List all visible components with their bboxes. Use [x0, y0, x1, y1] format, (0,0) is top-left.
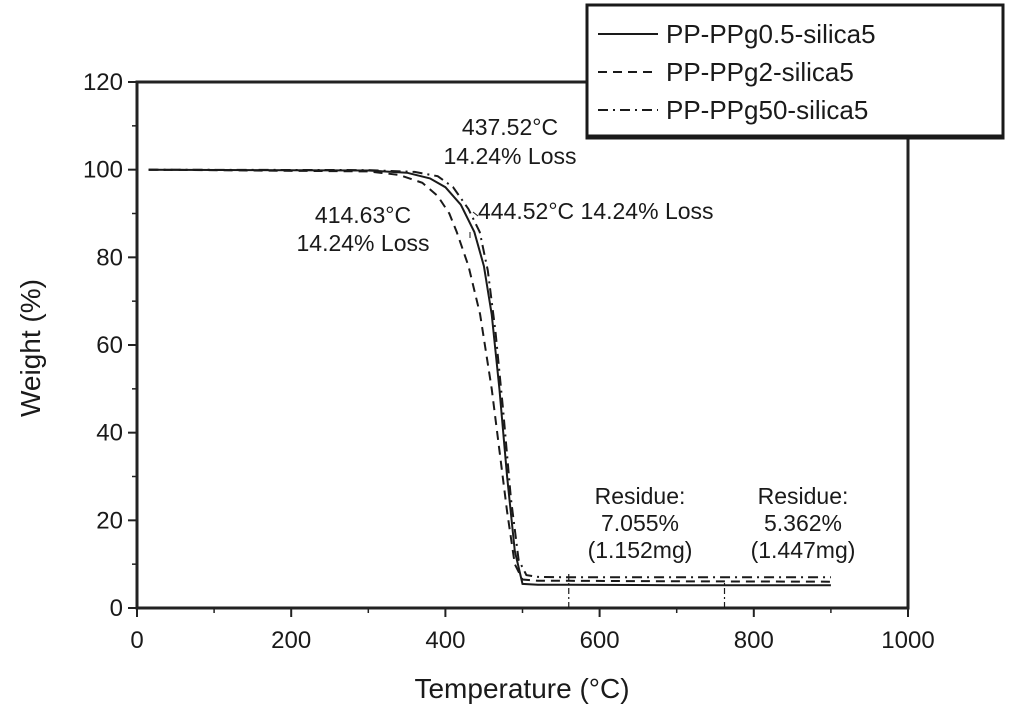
y-tick-label: 0	[110, 595, 123, 622]
y-tick-label: 80	[96, 244, 123, 271]
annotation-line: (1.447mg)	[751, 537, 856, 563]
annotation-line: 14.24% Loss	[444, 143, 577, 169]
annotation-res2: Residue:5.362%(1.447mg)	[751, 483, 856, 563]
annotation-line: Residue:	[595, 483, 686, 509]
annotations: 437.52°C 14.24% Loss 444.52°C 14.24% Loss 4…	[297, 114, 856, 563]
x-tick-label: 800	[734, 627, 774, 654]
y-tick-label: 40	[96, 420, 123, 447]
annotation-line: Residue:	[758, 483, 849, 509]
y-tick-label: 100	[83, 157, 123, 184]
annotation-line: 437.52°C	[462, 114, 558, 140]
y-tick-label: 120	[83, 69, 123, 96]
legend: PP-PPg0.5-silica5 PP-PPg2-silica5 PP-PPg50…	[587, 5, 1003, 138]
annotation-line: 14.24% Loss	[297, 230, 430, 256]
x-tick-label: 400	[425, 627, 465, 654]
series-line-2	[149, 170, 831, 582]
series-group	[149, 170, 831, 586]
x-tick-label: 600	[580, 627, 620, 654]
annotation-a414: 414.63°C14.24% Loss	[297, 202, 430, 256]
x-tick-label: 200	[271, 627, 311, 654]
annotation-line: 5.362%	[764, 510, 842, 536]
legend-label-3: PP-PPg50-silica5	[666, 95, 868, 125]
y-axis-label: Weight (%)	[15, 279, 46, 417]
y-tick-label: 60	[96, 332, 123, 359]
reference-lines	[569, 573, 725, 608]
annotation-res1: Residue:7.055%(1.152mg)	[588, 483, 693, 563]
x-tick-label: 1000	[881, 627, 934, 654]
annotation-line: 414.63°C	[315, 202, 411, 228]
annotation-a444: 444.52°C 14.24% Loss	[478, 198, 714, 224]
x-axis-label: Temperature (°C)	[414, 673, 629, 704]
annotation-a437: 437.52°C 14.24% Loss	[444, 114, 577, 169]
x-tick-label: 0	[130, 627, 143, 654]
legend-label-2: PP-PPg2-silica5	[666, 57, 854, 87]
annotation-line: 444.52°C 14.24% Loss	[478, 198, 714, 224]
annotation-line: (1.152mg)	[588, 537, 693, 563]
y-tick-label: 20	[96, 507, 123, 534]
legend-label-1: PP-PPg0.5-silica5	[666, 19, 876, 49]
annotation-line: 7.055%	[601, 510, 679, 536]
